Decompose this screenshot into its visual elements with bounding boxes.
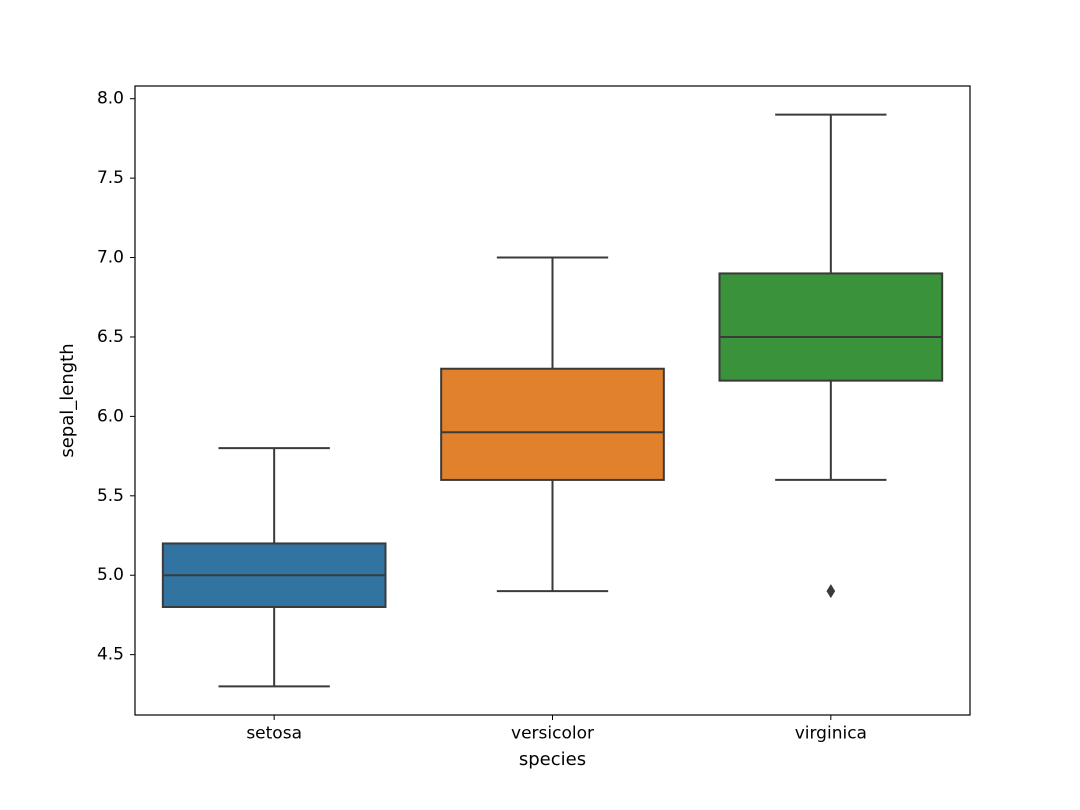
box-rect — [720, 273, 943, 380]
x-axis-label: species — [519, 749, 586, 770]
y-tick-label: 7.0 — [97, 248, 124, 268]
y-tick-label: 6.0 — [97, 406, 124, 426]
y-tick-label: 4.5 — [97, 645, 124, 665]
x-tick-label: setosa — [246, 723, 302, 743]
y-tick-label: 5.5 — [97, 486, 124, 506]
y-tick-label: 5.0 — [97, 565, 124, 585]
y-tick-label: 8.0 — [97, 89, 124, 109]
x-tick-label: virginica — [795, 723, 867, 743]
y-tick-label: 7.5 — [97, 168, 124, 188]
y-tick-label: 6.5 — [97, 327, 124, 347]
x-tick-label: versicolor — [511, 723, 594, 743]
chart-container: 4.5 5.0 5.5 6.0 6.5 7.0 7.5 8.0 setosa versicolor… — [0, 0, 1080, 810]
boxplot-chart: 4.5 5.0 5.5 6.0 6.5 7.0 7.5 8.0 setosa versicolor… — [0, 0, 1080, 810]
box-rect — [441, 369, 664, 480]
y-axis-label: sepal_length — [57, 343, 78, 457]
